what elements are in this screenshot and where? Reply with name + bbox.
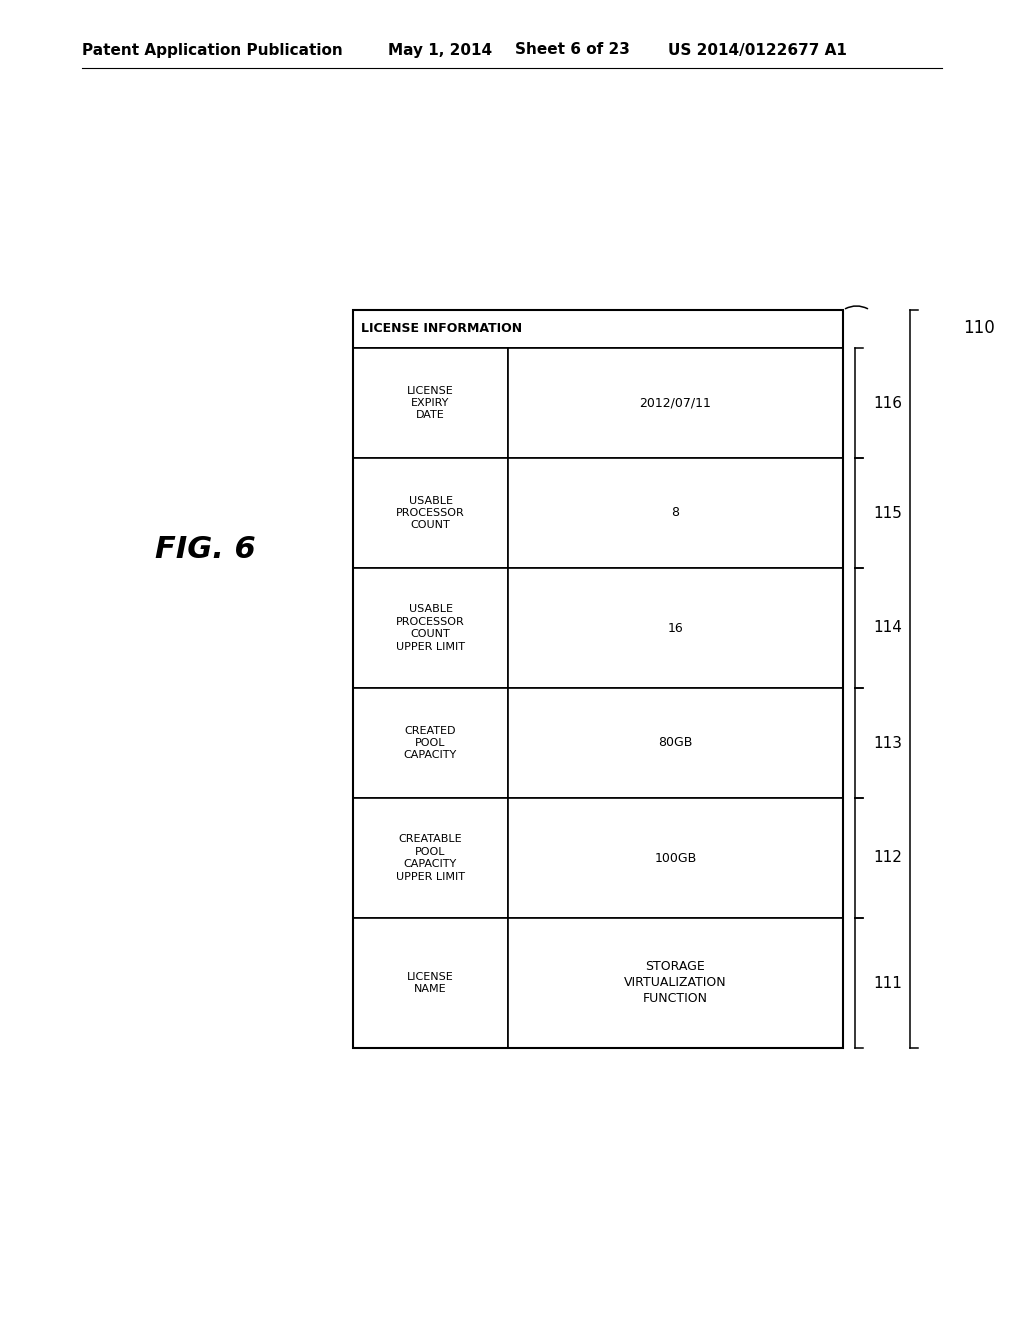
Text: Sheet 6 of 23: Sheet 6 of 23 (515, 42, 630, 58)
Text: STORAGE
VIRTUALIZATION
FUNCTION: STORAGE VIRTUALIZATION FUNCTION (625, 961, 727, 1006)
Text: 111: 111 (873, 975, 902, 990)
Bar (508, 458, 843, 568)
Text: 113: 113 (873, 735, 902, 751)
Text: LICENSE
NAME: LICENSE NAME (408, 972, 454, 994)
Text: USABLE
PROCESSOR
COUNT: USABLE PROCESSOR COUNT (396, 495, 465, 531)
Text: FIG. 6: FIG. 6 (155, 536, 256, 565)
Bar (508, 917, 843, 1048)
Bar (353, 310, 843, 348)
Text: 115: 115 (873, 506, 902, 520)
Text: 2012/07/11: 2012/07/11 (640, 396, 712, 409)
Bar (508, 688, 843, 799)
Bar (508, 348, 843, 458)
Bar (353, 917, 508, 1048)
Bar (353, 799, 508, 917)
Text: 112: 112 (873, 850, 902, 866)
Text: USABLE
PROCESSOR
COUNT
UPPER LIMIT: USABLE PROCESSOR COUNT UPPER LIMIT (396, 605, 465, 652)
Text: LICENSE INFORMATION: LICENSE INFORMATION (361, 322, 522, 335)
Text: CREATABLE
POOL
CAPACITY
UPPER LIMIT: CREATABLE POOL CAPACITY UPPER LIMIT (396, 834, 465, 882)
Bar (353, 310, 843, 1048)
Bar (508, 799, 843, 917)
Bar (353, 688, 508, 799)
Text: CREATED
POOL
CAPACITY: CREATED POOL CAPACITY (403, 726, 457, 760)
Bar (353, 568, 508, 688)
Text: 110: 110 (963, 319, 994, 337)
Text: 80GB: 80GB (658, 737, 692, 750)
Text: US 2014/0122677 A1: US 2014/0122677 A1 (668, 42, 847, 58)
Text: 116: 116 (873, 396, 902, 411)
Bar (508, 568, 843, 688)
Text: 100GB: 100GB (654, 851, 696, 865)
Text: May 1, 2014: May 1, 2014 (388, 42, 493, 58)
Text: 8: 8 (672, 507, 680, 520)
Text: LICENSE
EXPIRY
DATE: LICENSE EXPIRY DATE (408, 385, 454, 420)
Text: 16: 16 (668, 622, 683, 635)
Text: Patent Application Publication: Patent Application Publication (82, 42, 343, 58)
Bar (353, 458, 508, 568)
Text: 114: 114 (873, 620, 902, 635)
Bar (353, 348, 508, 458)
